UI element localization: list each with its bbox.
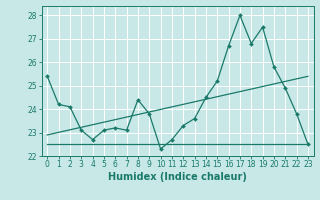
X-axis label: Humidex (Indice chaleur): Humidex (Indice chaleur) bbox=[108, 172, 247, 182]
